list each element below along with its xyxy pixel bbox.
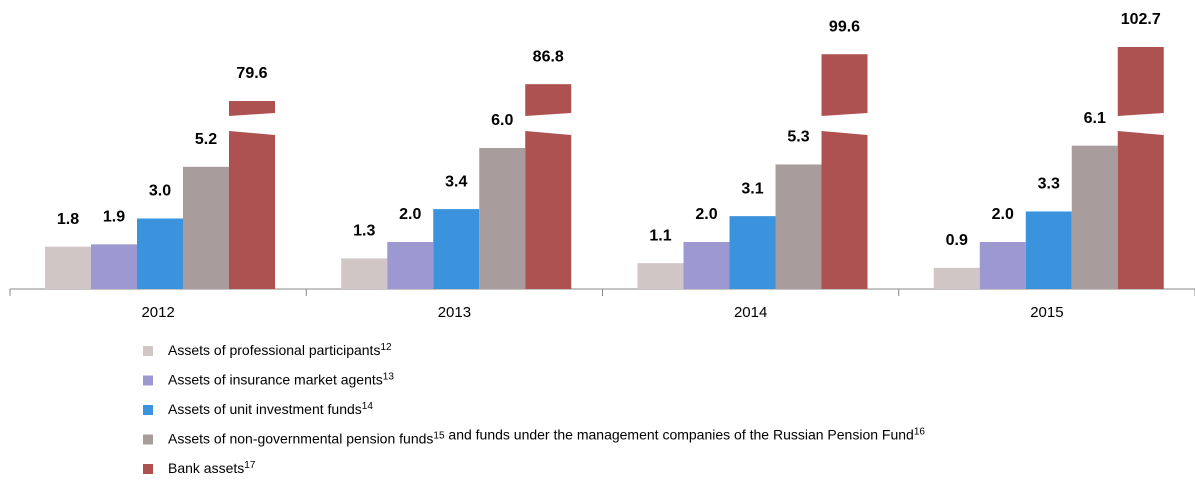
legend-label: Assets of non-governmental pension funds… — [168, 426, 925, 446]
legend-text: Assets of non-governmental pension funds — [168, 430, 433, 446]
bar — [91, 244, 137, 289]
legend-label: Bank assets17 — [168, 460, 256, 476]
legend-footnote: 12 — [380, 342, 392, 353]
bar — [775, 164, 822, 289]
data-label: 102.7 — [1121, 11, 1161, 28]
bar — [137, 218, 183, 289]
legend-footnote: 16 — [914, 426, 926, 437]
bar-base — [1117, 131, 1164, 289]
bar — [387, 242, 434, 289]
data-label: 0.9 — [946, 232, 968, 249]
bar-base — [821, 131, 868, 289]
bar — [729, 216, 776, 289]
legend-text: and funds under the management companies… — [445, 426, 914, 442]
bar — [637, 263, 684, 289]
legend-text: Assets of insurance market agents — [168, 371, 383, 387]
data-label: 6.0 — [491, 112, 513, 129]
legend-footnote: 17 — [244, 460, 256, 471]
data-label: 2.0 — [399, 206, 421, 223]
legend-text: Assets of unit investment funds — [168, 401, 362, 417]
legend-swatch — [143, 464, 153, 474]
x-tick-label: 2012 — [141, 304, 174, 321]
data-label: 2.0 — [695, 206, 717, 223]
legend-label: Assets of professional participants12 — [168, 342, 392, 358]
bar-base — [229, 131, 275, 289]
legend-text: Assets of professional participants — [168, 342, 380, 358]
bar — [45, 246, 91, 289]
bar — [933, 267, 980, 289]
bar — [525, 84, 572, 116]
data-label: 1.1 — [649, 227, 671, 244]
data-label: 86.8 — [533, 48, 564, 65]
data-label: 1.8 — [57, 211, 79, 228]
bar — [683, 242, 730, 289]
data-label: 1.9 — [103, 209, 125, 226]
axis-break — [821, 113, 868, 135]
x-tick-label: 2014 — [734, 304, 767, 321]
axis-break — [1117, 113, 1164, 135]
bar — [479, 148, 526, 289]
legend-footnote: 14 — [362, 401, 374, 412]
x-tick-label: 2015 — [1030, 304, 1063, 321]
bar — [183, 166, 229, 289]
data-label: 99.6 — [829, 18, 860, 35]
data-label: 5.3 — [787, 129, 809, 146]
data-label: 3.0 — [149, 183, 171, 200]
bar — [1071, 145, 1118, 289]
legend-label: Assets of insurance market agents13 — [168, 371, 394, 387]
bar — [1025, 211, 1072, 289]
legend-text: Bank assets — [168, 460, 244, 476]
legend-footnote: 15 — [433, 430, 445, 441]
axis-break — [525, 113, 572, 135]
legend-swatch — [143, 346, 153, 356]
data-label: 2.0 — [992, 206, 1014, 223]
data-label: 3.3 — [1038, 176, 1060, 193]
bar — [979, 242, 1026, 289]
axis-break — [229, 113, 275, 135]
data-label: 79.6 — [236, 65, 267, 82]
data-label: 3.1 — [741, 180, 763, 197]
data-label: 6.1 — [1084, 110, 1106, 127]
data-label: 1.3 — [353, 223, 375, 240]
bar — [341, 258, 388, 289]
bar — [433, 209, 480, 289]
legend-swatch — [143, 434, 153, 445]
legend-label: Assets of unit investment funds14 — [168, 401, 373, 417]
legend-swatch — [143, 405, 153, 415]
bar-base — [525, 131, 572, 289]
x-tick-label: 2013 — [438, 304, 471, 321]
bar — [1117, 46, 1164, 116]
data-label: 3.4 — [445, 173, 467, 190]
bar — [229, 101, 275, 116]
bar — [821, 54, 868, 116]
data-label: 5.2 — [195, 131, 217, 148]
legend-swatch — [143, 375, 153, 386]
legend-footnote: 13 — [383, 371, 395, 382]
